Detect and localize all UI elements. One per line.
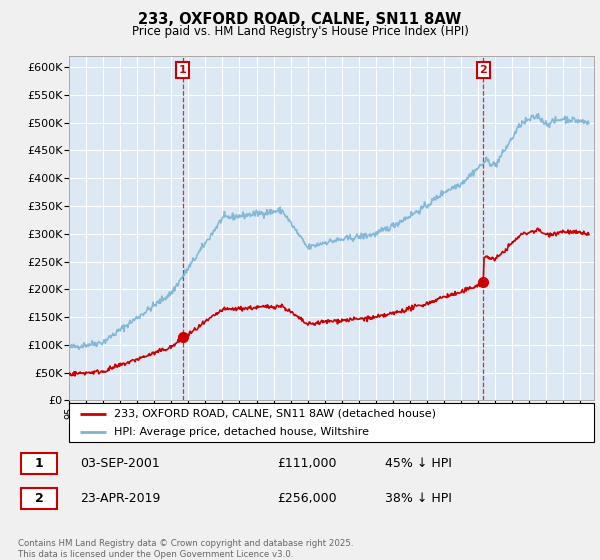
Text: £111,000: £111,000	[277, 457, 337, 470]
Text: 45% ↓ HPI: 45% ↓ HPI	[385, 457, 451, 470]
Text: Contains HM Land Registry data © Crown copyright and database right 2025.
This d: Contains HM Land Registry data © Crown c…	[18, 539, 353, 559]
FancyBboxPatch shape	[21, 453, 58, 474]
Text: 23-APR-2019: 23-APR-2019	[80, 492, 160, 505]
Text: HPI: Average price, detached house, Wiltshire: HPI: Average price, detached house, Wilt…	[113, 427, 368, 437]
Text: 233, OXFORD ROAD, CALNE, SN11 8AW (detached house): 233, OXFORD ROAD, CALNE, SN11 8AW (detac…	[113, 409, 436, 419]
Text: 03-SEP-2001: 03-SEP-2001	[80, 457, 160, 470]
Text: 38% ↓ HPI: 38% ↓ HPI	[385, 492, 451, 505]
FancyBboxPatch shape	[21, 488, 58, 508]
Text: 2: 2	[35, 492, 44, 505]
Text: 2: 2	[479, 65, 487, 75]
Text: 1: 1	[35, 457, 44, 470]
Text: 233, OXFORD ROAD, CALNE, SN11 8AW: 233, OXFORD ROAD, CALNE, SN11 8AW	[139, 12, 461, 27]
Text: Price paid vs. HM Land Registry's House Price Index (HPI): Price paid vs. HM Land Registry's House …	[131, 25, 469, 38]
Text: 1: 1	[179, 65, 187, 75]
Text: £256,000: £256,000	[277, 492, 337, 505]
